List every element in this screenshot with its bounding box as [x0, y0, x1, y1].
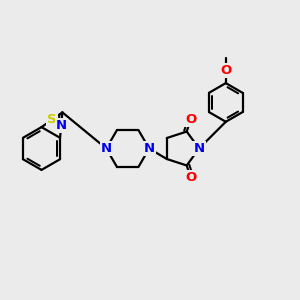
Text: S: S [47, 113, 57, 126]
Text: O: O [185, 113, 196, 126]
Text: O: O [185, 171, 196, 184]
Text: N: N [101, 142, 112, 155]
Text: N: N [194, 142, 205, 155]
Text: N: N [143, 142, 155, 155]
Text: N: N [56, 118, 67, 132]
Text: O: O [220, 64, 231, 77]
